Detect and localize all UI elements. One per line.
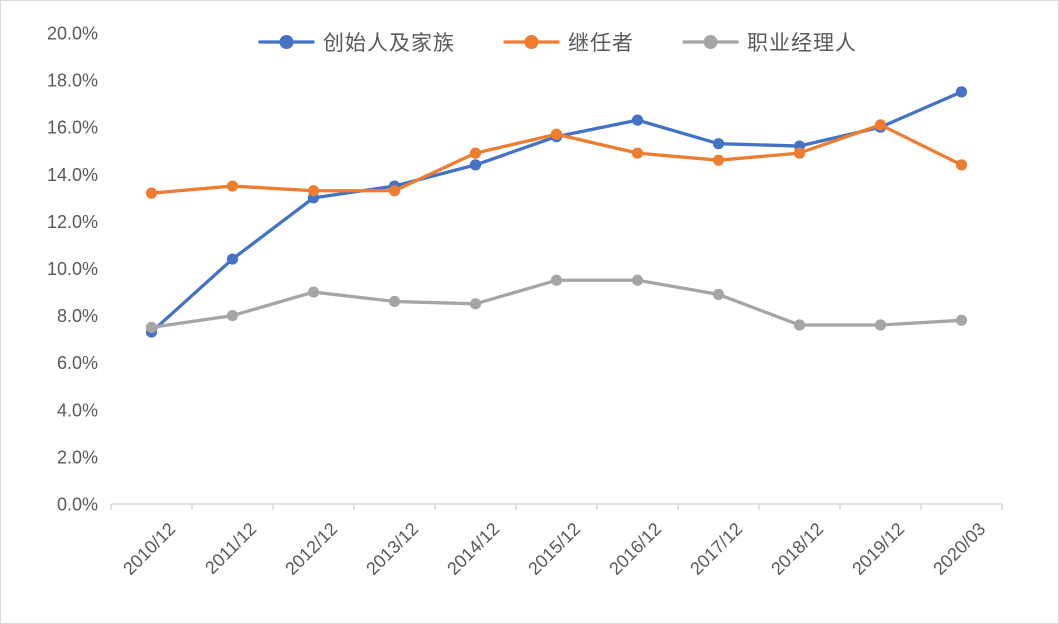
y-axis-tick-label: 0.0% bbox=[57, 495, 98, 515]
y-axis-tick-label: 8.0% bbox=[57, 306, 98, 326]
data-point-marker bbox=[955, 159, 968, 171]
data-point-marker bbox=[226, 180, 239, 192]
y-axis-tick-label: 6.0% bbox=[57, 353, 98, 373]
data-point-marker bbox=[145, 321, 158, 333]
data-point-marker bbox=[712, 288, 725, 301]
x-axis-tick-label: 2017/12 bbox=[686, 519, 746, 579]
legend-label: 创始人及家族 bbox=[323, 32, 455, 55]
data-point-marker bbox=[550, 274, 563, 286]
data-point-marker bbox=[712, 154, 725, 166]
data-point-marker bbox=[793, 319, 806, 331]
legend-marker-icon bbox=[682, 35, 738, 49]
data-point-marker bbox=[469, 159, 482, 171]
y-axis-tick-label: 10.0% bbox=[47, 259, 98, 279]
y-axis-tick-label: 4.0% bbox=[57, 400, 98, 420]
x-axis-tick-label: 2019/12 bbox=[848, 519, 908, 579]
series-line-2 bbox=[149, 278, 964, 330]
legend-label: 继任者 bbox=[568, 32, 634, 55]
legend-marker-icon bbox=[258, 35, 314, 49]
y-axis-tick-label: 16.0% bbox=[47, 118, 98, 138]
data-point-marker bbox=[631, 274, 644, 286]
data-point-marker bbox=[631, 114, 644, 126]
data-point-marker bbox=[307, 286, 320, 298]
x-axis-tick-label: 2011/12 bbox=[201, 519, 260, 578]
x-axis-tick-label: 2013/12 bbox=[362, 519, 422, 579]
data-point-marker bbox=[874, 119, 887, 131]
y-axis-tick-label: 12.0% bbox=[47, 212, 98, 232]
chart-legend: 创始人及家族 继任者 职业经理人 bbox=[258, 27, 857, 57]
x-axis-tick-label: 2014/12 bbox=[443, 519, 503, 579]
data-point-marker bbox=[145, 187, 158, 199]
data-point-marker bbox=[874, 319, 887, 331]
data-point-marker bbox=[226, 253, 239, 265]
data-point-marker bbox=[469, 147, 482, 159]
data-point-marker bbox=[712, 138, 725, 150]
series-line-0 bbox=[149, 90, 964, 334]
data-point-marker bbox=[550, 128, 563, 140]
y-axis-tick-label: 2.0% bbox=[57, 447, 98, 467]
x-axis-tick-label: 2016/12 bbox=[605, 519, 665, 579]
data-point-marker bbox=[388, 295, 401, 308]
x-axis-tick-label: 2012/12 bbox=[281, 519, 341, 579]
data-point-marker bbox=[955, 314, 968, 326]
legend-item: 创始人及家族 bbox=[258, 27, 455, 57]
x-axis-tick-label: 2020/03 bbox=[929, 519, 989, 579]
data-point-marker bbox=[307, 185, 320, 197]
y-axis-tick-label: 18.0% bbox=[47, 71, 98, 91]
data-point-marker bbox=[469, 298, 482, 310]
y-axis-tick-label: 14.0% bbox=[47, 165, 98, 185]
legend-label: 职业经理人 bbox=[747, 32, 857, 55]
x-axis-tick-label: 2010/12 bbox=[119, 519, 179, 579]
x-axis-tick-label: 2018/12 bbox=[767, 519, 827, 579]
data-point-marker bbox=[955, 86, 968, 98]
data-point-marker bbox=[226, 310, 239, 322]
legend-item: 职业经理人 bbox=[682, 27, 857, 57]
x-axis-tick-label: 2015/12 bbox=[524, 519, 584, 579]
legend-marker-icon bbox=[503, 35, 559, 49]
data-point-marker bbox=[793, 147, 806, 159]
legend-item: 继任者 bbox=[503, 27, 634, 57]
y-axis-tick-label: 20.0% bbox=[47, 24, 98, 44]
data-point-marker bbox=[631, 147, 644, 159]
data-point-marker bbox=[388, 185, 401, 197]
